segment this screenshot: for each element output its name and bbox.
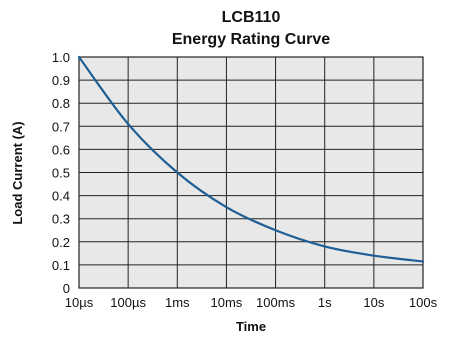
x-tick-label: 10s — [363, 295, 384, 310]
y-tick-label: 0.6 — [52, 142, 70, 157]
y-tick-label: 1.0 — [52, 50, 70, 65]
y-tick-label: 0.3 — [52, 212, 70, 227]
energy-curve-line — [77, 55, 425, 263]
plot-border — [78, 56, 424, 289]
y-tick-label: 0.2 — [52, 235, 70, 250]
x-tick-label: 10µs — [65, 295, 94, 310]
y-tick-label: 0.9 — [52, 73, 70, 88]
chart-subtitle: Energy Rating Curve — [172, 31, 330, 48]
x-tick-label: 1ms — [165, 295, 190, 310]
y-tick-label: 0.1 — [52, 258, 70, 273]
y-tick-label: 0 — [63, 281, 70, 296]
x-tick-label: 10ms — [211, 295, 243, 310]
x-axis-label: Time — [236, 319, 266, 334]
y-tick-label: 0.4 — [52, 189, 70, 204]
y-tick-label: 0.5 — [52, 166, 70, 181]
x-tick-label: 100ms — [256, 295, 296, 310]
y-tick-label: 0.8 — [52, 96, 70, 111]
chart-title: LCB110 — [222, 9, 281, 26]
x-tick-label: 100s — [409, 295, 438, 310]
y-axis-label: Load Current (A) — [10, 121, 25, 224]
x-tick-label: 1s — [318, 295, 332, 310]
plot-area: 0 0.1 0.2 0.3 0.4 0.5 0.6 0.7 0.8 0.9 1.0 10µs 100µs… — [52, 50, 438, 310]
x-tick-label: 100µs — [110, 295, 146, 310]
y-tick-label: 0.7 — [52, 119, 70, 134]
